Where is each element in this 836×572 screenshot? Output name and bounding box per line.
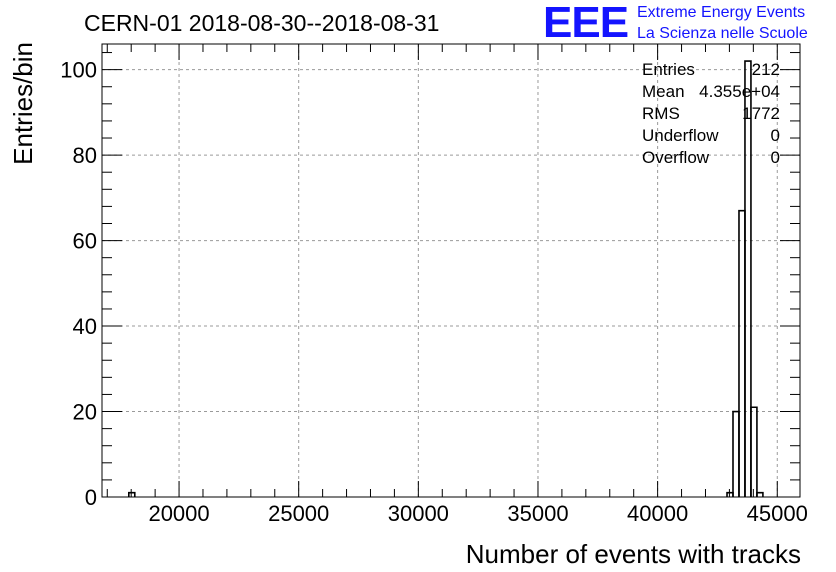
x-tick-label: 40000 <box>627 501 688 526</box>
histogram-bin <box>738 209 746 497</box>
stats-label: Mean <box>642 82 685 101</box>
stats-row-rms: RMS 1772 <box>642 104 780 126</box>
stats-row-entries: Entries 212 <box>642 60 780 82</box>
grid-lines <box>102 44 800 497</box>
histogram-bin <box>732 410 740 497</box>
histogram-bin <box>744 60 752 497</box>
histogram-bars <box>128 60 764 497</box>
x-tick-label: 30000 <box>388 501 449 526</box>
y-tick-label: 80 <box>73 143 97 168</box>
x-tick-label: 20000 <box>148 501 209 526</box>
y-tick-label: 0 <box>85 485 97 510</box>
y-tick-label: 60 <box>73 229 97 254</box>
histogram-bin <box>128 491 136 497</box>
stats-row-mean: Mean 4.355e+04 <box>642 82 780 104</box>
stats-value: 1772 <box>742 104 780 123</box>
y-tick-label: 40 <box>73 314 97 339</box>
stats-value: 4.355e+04 <box>699 82 780 101</box>
stats-label: Overflow <box>642 148 710 167</box>
stats-value: 212 <box>751 60 780 79</box>
stats-value: 0 <box>770 126 780 145</box>
stats-row-overflow: Overflow 0 <box>642 148 780 170</box>
plot-frame <box>101 43 801 498</box>
x-tick-label: 25000 <box>268 501 329 526</box>
histogram-bin <box>750 406 758 497</box>
stats-box: Entries 212 Mean 4.355e+04 RMS 1772 Unde… <box>642 60 780 170</box>
stats-label: Underflow <box>642 126 719 145</box>
axis-tick-labels: 20000 25000 30000 35000 40000 45000 0 20 40 60 80 1… <box>60 58 808 526</box>
x-tick-label: 35000 <box>507 501 568 526</box>
x-axis-label: Number of events with tracks <box>466 539 801 569</box>
stats-row-underflow: Underflow 0 <box>642 126 780 148</box>
stats-label: Entries <box>642 60 695 79</box>
y-tick-label: 100 <box>60 58 97 83</box>
y-axis-label: Entries/bin <box>8 42 38 165</box>
stats-label: RMS <box>642 104 680 123</box>
histogram-bin <box>726 491 734 497</box>
logo-line-2: La Scienza nelle Scuole <box>637 25 808 42</box>
histogram-bin <box>756 491 764 497</box>
stats-value: 0 <box>770 148 780 167</box>
x-tick-label: 45000 <box>747 501 808 526</box>
eee-logo: EEE <box>543 0 629 47</box>
y-tick-label: 20 <box>73 400 97 425</box>
axis-ticks <box>102 44 800 498</box>
logo-line-1: Extreme Energy Events <box>637 4 806 21</box>
chart-title: CERN-01 2018-08-30--2018-08-31 <box>84 10 440 36</box>
